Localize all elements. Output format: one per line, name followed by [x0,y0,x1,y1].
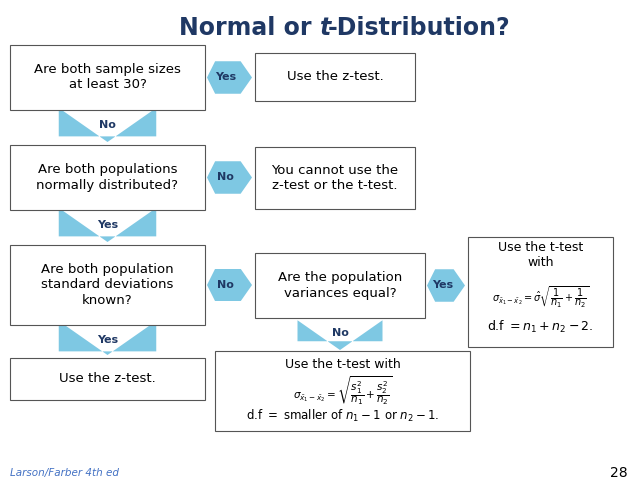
Text: No: No [218,280,234,290]
Text: Are the population
variances equal?: Are the population variances equal? [278,272,402,300]
FancyBboxPatch shape [10,358,205,400]
Text: Use the t-test
with: Use the t-test with [498,241,583,269]
Text: d.f $=$ smaller of $n_1 - 1$ or $n_2 - 1.$: d.f $=$ smaller of $n_1 - 1$ or $n_2 - 1… [246,408,439,424]
Text: d.f $= n_1 + n_2 - 2.$: d.f $= n_1 + n_2 - 2.$ [487,319,594,335]
Polygon shape [59,321,156,355]
Polygon shape [207,61,252,94]
Polygon shape [59,208,156,242]
FancyBboxPatch shape [10,245,205,325]
Text: Use the z-test.: Use the z-test. [287,71,383,84]
Text: No: No [218,172,234,182]
Text: t: t [320,16,332,40]
Text: $\sigma_{\bar{x}_1-\bar{x}_2}=\sqrt{\dfrac{s_1^2}{n_1}+\dfrac{s_2^2}{n_2}}$: $\sigma_{\bar{x}_1-\bar{x}_2}=\sqrt{\dfr… [293,375,392,407]
Text: No: No [99,120,116,131]
FancyBboxPatch shape [468,237,613,347]
Polygon shape [427,269,465,302]
Text: -Distribution?: -Distribution? [328,16,511,40]
FancyBboxPatch shape [255,147,415,209]
Text: 28: 28 [611,466,628,480]
Text: Yes: Yes [215,72,236,83]
Text: You cannot use the
z-test or the t-test.: You cannot use the z-test or the t-test. [271,164,399,192]
FancyBboxPatch shape [255,253,425,318]
Text: Are both population
standard deviations
known?: Are both population standard deviations … [41,264,174,307]
Text: Yes: Yes [97,220,118,230]
Text: Larson/Farber 4th ed: Larson/Farber 4th ed [10,468,119,478]
Text: Use the t-test with: Use the t-test with [285,359,401,372]
Text: Normal or: Normal or [179,16,320,40]
Text: Use the z-test.: Use the z-test. [59,372,156,385]
Polygon shape [298,320,383,350]
Text: Are both populations
normally distributed?: Are both populations normally distribute… [36,164,179,192]
Polygon shape [207,269,252,301]
FancyBboxPatch shape [10,45,205,110]
FancyBboxPatch shape [10,145,205,210]
Text: No: No [332,328,348,338]
FancyBboxPatch shape [215,351,470,431]
Text: Yes: Yes [97,335,118,345]
Polygon shape [59,108,156,142]
Polygon shape [207,161,252,194]
Text: $\sigma_{\bar{x}_1-\bar{x}_2}=\hat{\sigma}\sqrt{\dfrac{1}{n_1}+\dfrac{1}{n_2}}$: $\sigma_{\bar{x}_1-\bar{x}_2}=\hat{\sigm… [492,284,589,310]
Text: Yes: Yes [433,280,454,290]
FancyBboxPatch shape [255,53,415,101]
Text: Are both sample sizes
at least 30?: Are both sample sizes at least 30? [34,63,181,92]
